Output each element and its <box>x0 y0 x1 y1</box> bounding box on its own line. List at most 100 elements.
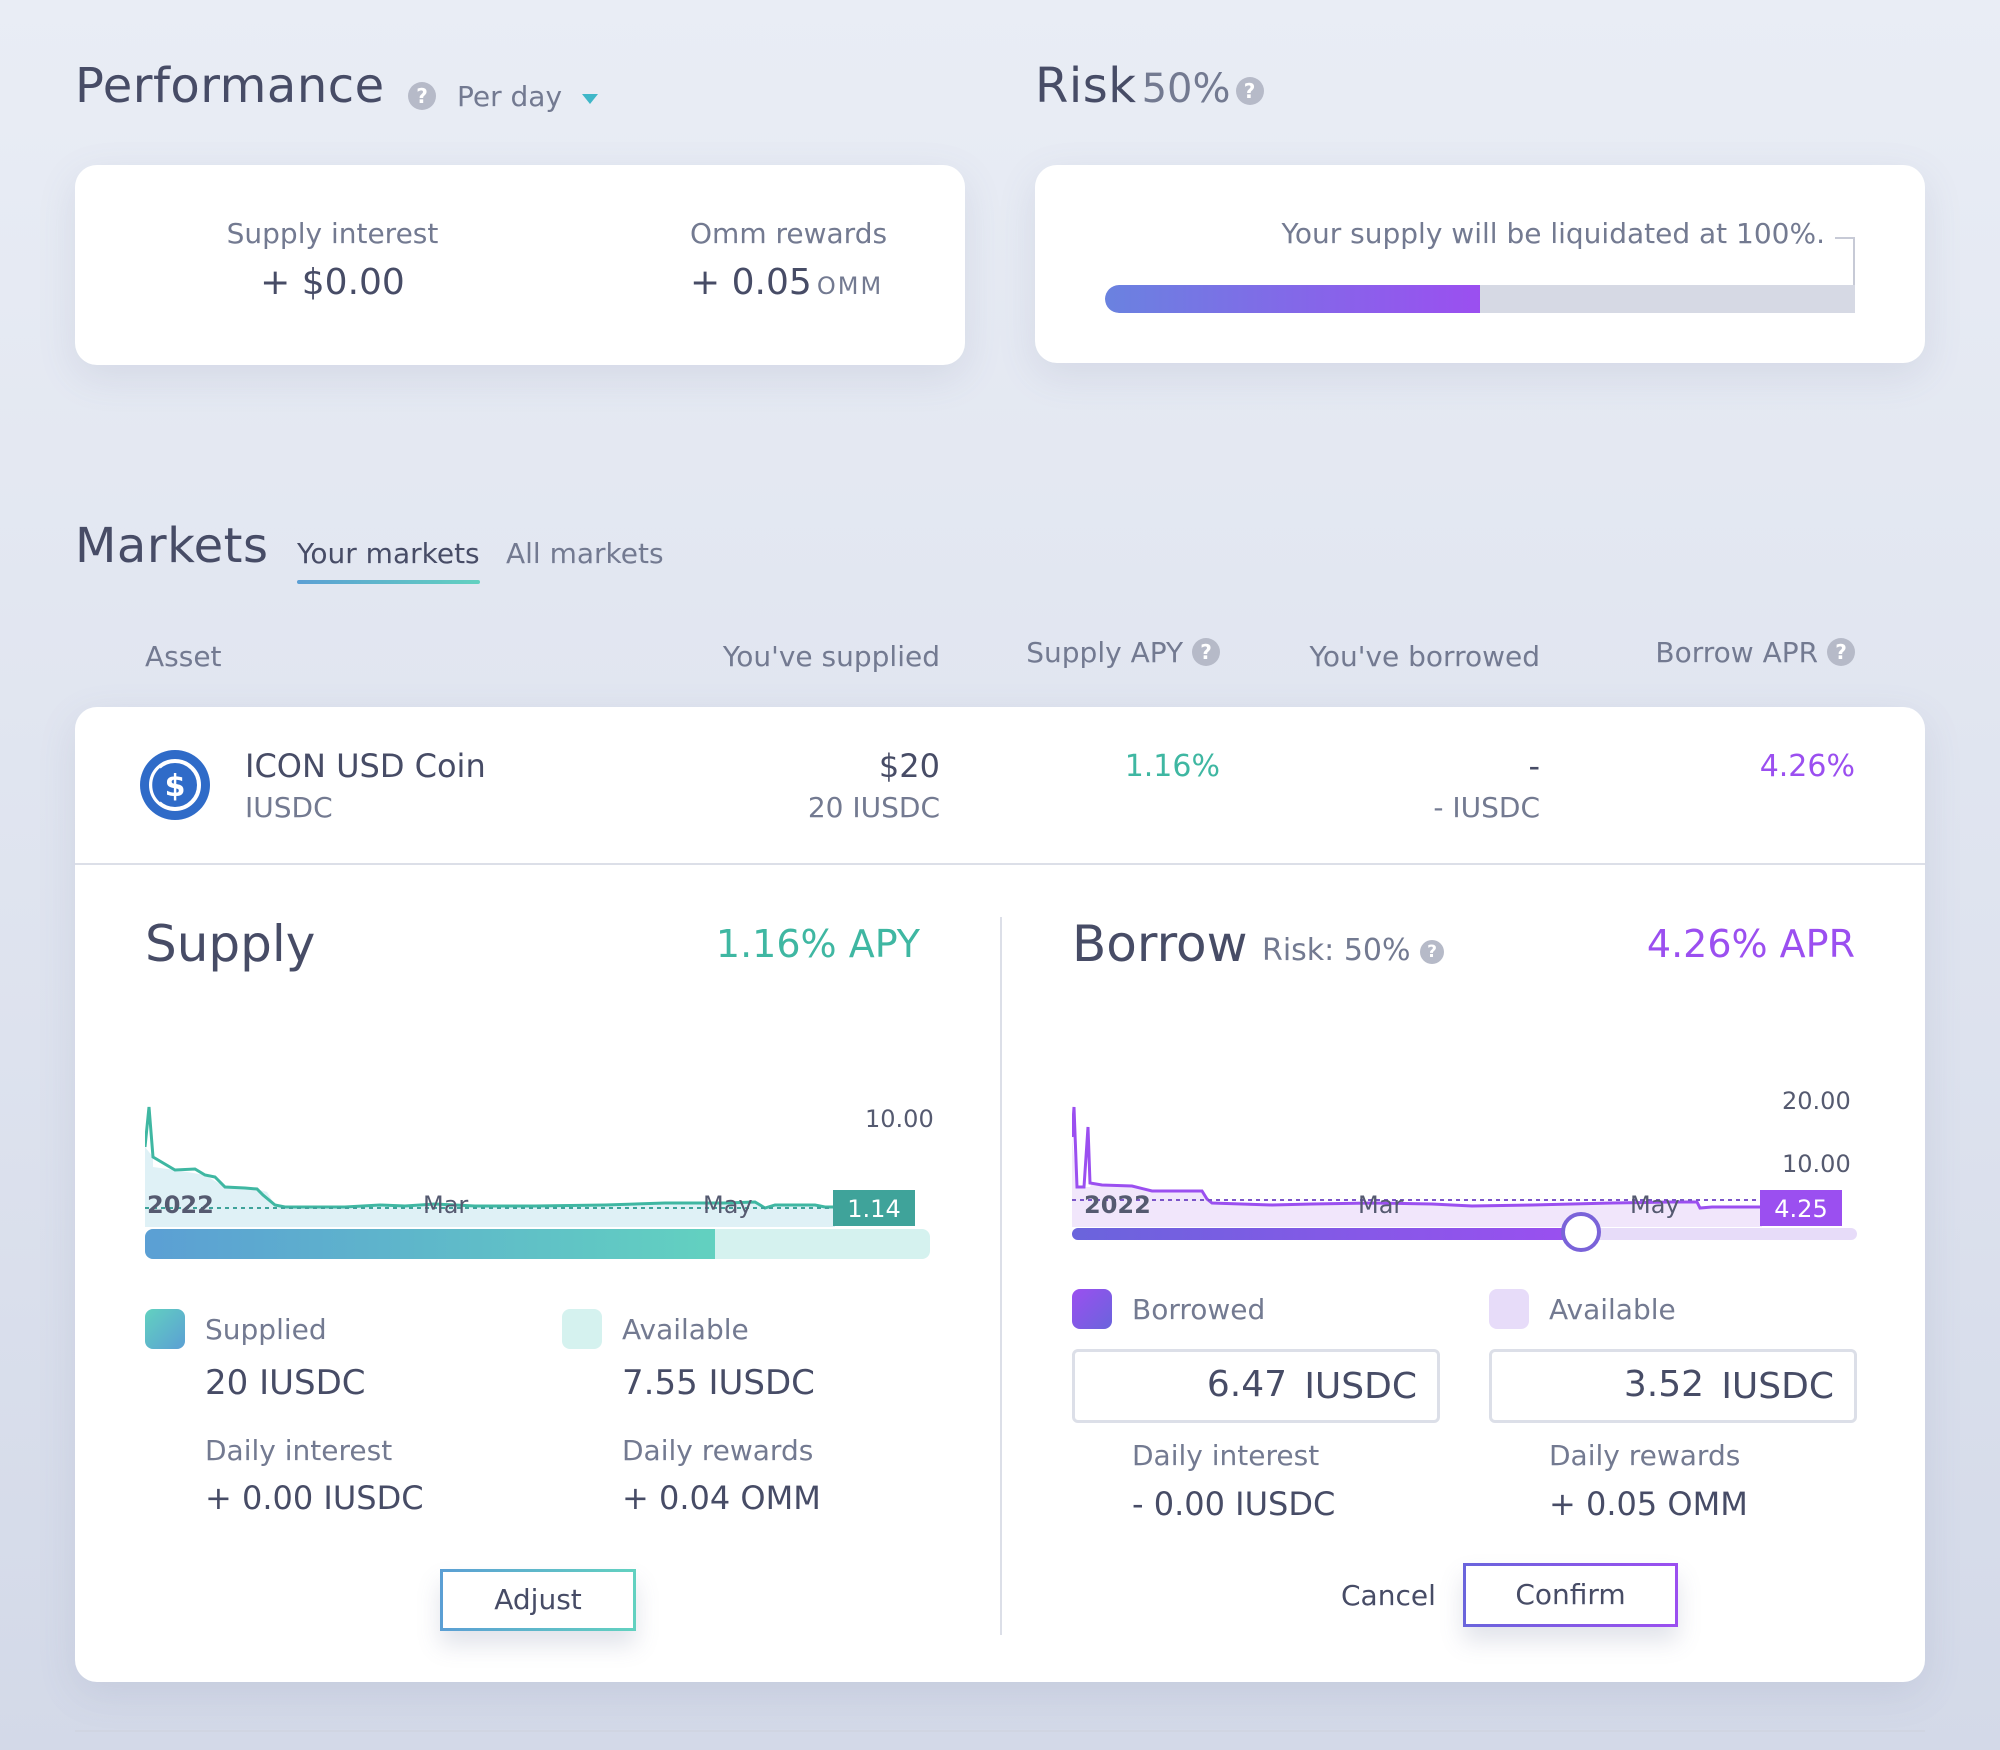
adjust-button[interactable]: Adjust <box>440 1569 636 1631</box>
borrow-x-tick-may: May <box>1630 1191 1680 1219</box>
risk-bar-track <box>1105 285 1855 313</box>
cancel-button[interactable]: Cancel <box>1341 1579 1436 1612</box>
available-value: 7.55 IUSDC <box>622 1363 815 1403</box>
risk-percent: 50% <box>1141 66 1231 112</box>
borrow-x-tick-mar: Mar <box>1358 1191 1404 1219</box>
available-input-unit: IUSDC <box>1721 1366 1834 1407</box>
supply-x-tick-2022: 2022 <box>147 1191 214 1219</box>
column-label: Supply APY <box>1026 636 1184 669</box>
tab-label: Your markets <box>297 537 480 570</box>
borrow-x-tick-2022: 2022 <box>1084 1191 1151 1219</box>
available-amount-input[interactable]: 3.52 IUSDC <box>1489 1349 1857 1423</box>
tab-active-underline <box>297 580 480 584</box>
borrowed-legend-swatch <box>1072 1289 1112 1329</box>
supply-x-tick-may: May <box>703 1191 753 1219</box>
borrow-available-label: Available <box>1549 1293 1676 1326</box>
omm-rewards-label: Omm rewards <box>690 217 888 250</box>
omm-rewards-value: + 0.05 <box>690 262 812 303</box>
available-legend-swatch <box>1489 1289 1529 1329</box>
help-icon[interactable]: ? <box>1420 940 1445 964</box>
market-card: $ ICON USD Coin IUSDC $20 20 IUSDC 1.16%… <box>75 707 1925 1682</box>
borrow-slider-fill <box>1072 1228 1581 1240</box>
markets-title: Markets <box>75 518 269 574</box>
column-borrow-apr: Borrow APR ? <box>1655 636 1855 669</box>
tab-your-markets[interactable]: Your markets <box>297 537 480 584</box>
confirm-button[interactable]: Confirm <box>1463 1563 1678 1627</box>
supplied-value: 20 IUSDC <box>205 1363 366 1403</box>
borrowed-amount: - IUSDC <box>1433 791 1540 824</box>
usdc-coin-icon: $ <box>140 750 210 820</box>
available-input-value: 3.52 <box>1623 1364 1704 1405</box>
help-icon[interactable]: ? <box>1192 638 1220 666</box>
svg-text:$: $ <box>165 769 186 804</box>
supply-daily-rewards-label: Daily rewards <box>622 1434 814 1467</box>
risk-marker-line <box>1853 237 1855 287</box>
borrow-apr-value: 4.26% <box>1759 749 1855 784</box>
supplied-amount: 20 IUSDC <box>807 791 940 824</box>
supply-chart-line <box>145 1106 835 1210</box>
help-icon[interactable]: ? <box>1235 77 1264 105</box>
supply-slider[interactable] <box>145 1229 930 1259</box>
borrow-daily-interest-value: - 0.00 IUSDC <box>1132 1485 1336 1523</box>
liquidation-message: Your supply will be liquidated at 100%. <box>1281 217 1826 250</box>
performance-title: Performance <box>75 58 385 114</box>
risk-title: Risk <box>1035 58 1137 114</box>
supply-interest-value: + $0.00 <box>260 262 405 303</box>
available-legend-swatch <box>562 1309 602 1349</box>
supplied-usd: $20 <box>878 747 940 785</box>
column-supply-apy: Supply APY ? <box>1026 636 1220 669</box>
column-label: Borrow APR <box>1655 636 1819 669</box>
column-borrowed: You've borrowed <box>1309 640 1540 673</box>
borrowed-input-value: 6.47 <box>1206 1364 1287 1405</box>
column-supplied: You've supplied <box>722 640 940 673</box>
supply-rate-chart: 10.00 1.14 <box>145 1105 934 1227</box>
borrow-risk-label: Risk: 50% <box>1262 933 1411 968</box>
borrowed-usd: - <box>1528 747 1540 785</box>
supply-current-value: 1.14 <box>847 1195 900 1223</box>
asset-symbol: IUSDC <box>245 791 333 824</box>
borrowed-amount-input[interactable]: 6.47 IUSDC <box>1072 1349 1440 1423</box>
supply-current-badge <box>833 1190 915 1226</box>
borrowed-input-unit: IUSDC <box>1304 1366 1417 1407</box>
borrow-apr: 4.26% APR <box>1646 922 1855 966</box>
supply-apy-value: 1.16% <box>1124 749 1220 784</box>
help-icon[interactable]: ? <box>408 82 436 110</box>
supply-slider-fill <box>145 1229 715 1259</box>
borrow-slider[interactable] <box>1072 1212 1857 1252</box>
supplied-legend-swatch <box>145 1309 185 1349</box>
chevron-down-icon <box>581 94 598 104</box>
available-label: Available <box>622 1313 749 1346</box>
borrow-chart-line <box>1072 1106 1762 1210</box>
supply-daily-rewards-value: + 0.04 OMM <box>622 1479 821 1517</box>
column-asset: Asset <box>145 640 222 673</box>
borrow-y-tick-10: 10.00 <box>1782 1150 1851 1178</box>
supply-title: Supply <box>145 915 316 973</box>
borrow-risk: Risk: 50% ? <box>1262 933 1445 968</box>
borrow-daily-rewards-label: Daily rewards <box>1549 1439 1741 1472</box>
risk-card: Your supply will be liquidated at 100%. <box>1035 165 1925 363</box>
supplied-label: Supplied <box>205 1313 327 1346</box>
panel-divider <box>1000 917 1002 1635</box>
bottom-divider <box>75 1730 1925 1732</box>
help-icon[interactable]: ? <box>1827 638 1855 666</box>
borrow-daily-rewards-value: + 0.05 OMM <box>1549 1485 1748 1523</box>
borrow-y-tick-20: 20.00 <box>1782 1087 1851 1115</box>
market-row[interactable]: $ ICON USD Coin IUSDC $20 20 IUSDC 1.16%… <box>75 707 1925 865</box>
supply-apy: 1.16% APY <box>715 922 920 966</box>
period-dropdown[interactable]: Per day <box>457 80 599 113</box>
tab-all-markets[interactable]: All markets <box>506 537 664 570</box>
borrowed-label: Borrowed <box>1132 1293 1266 1326</box>
asset-name: ICON USD Coin <box>245 747 486 785</box>
borrow-current-badge <box>1760 1190 1842 1226</box>
supply-x-tick-mar: Mar <box>423 1191 469 1219</box>
supply-y-tick: 10.00 <box>865 1105 934 1133</box>
supply-daily-interest-label: Daily interest <box>205 1434 393 1467</box>
borrow-rate-chart: 20.00 10.00 4.25 <box>1072 1087 1851 1227</box>
borrow-daily-interest-label: Daily interest <box>1132 1439 1320 1472</box>
supply-interest-label: Supply interest <box>226 217 439 250</box>
borrow-slider-thumb[interactable] <box>1560 1212 1601 1252</box>
omm-unit: OMM <box>816 272 884 300</box>
period-label: Per day <box>457 80 563 113</box>
borrow-current-value: 4.25 <box>1774 1195 1827 1223</box>
supply-daily-interest-value: + 0.00 IUSDC <box>205 1479 424 1517</box>
